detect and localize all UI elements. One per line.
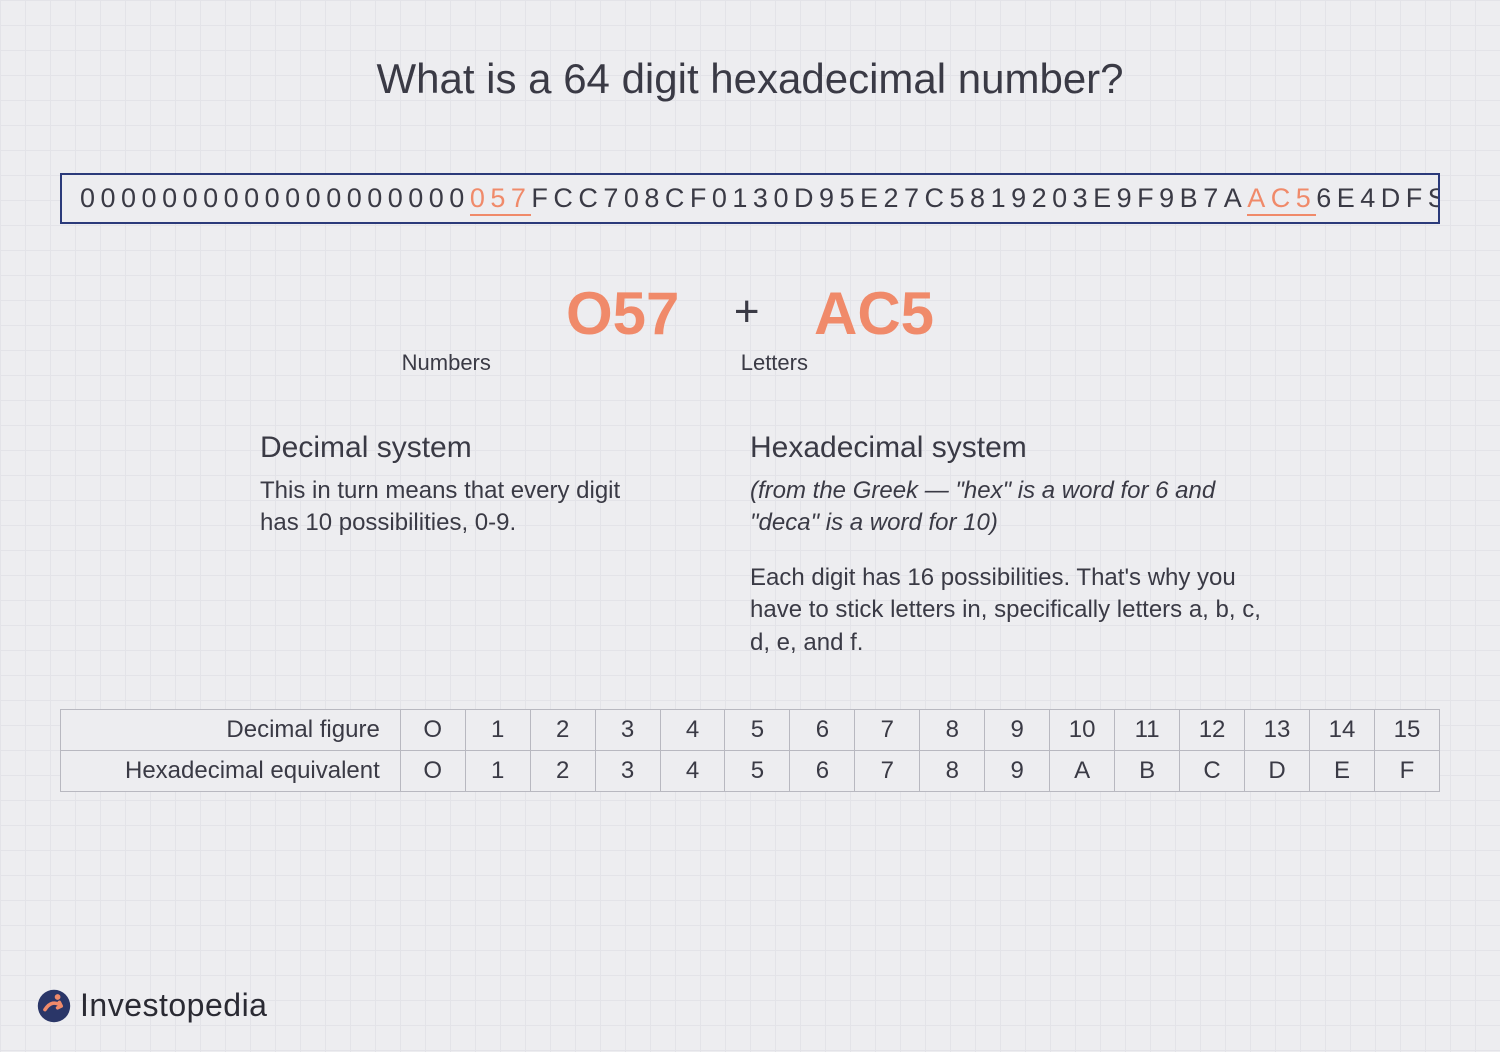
dec-cell: 6 [790,709,855,750]
dec-cell: 12 [1180,709,1245,750]
hex-cell: 9 [985,750,1050,791]
hex-cell: O [400,750,465,791]
decimal-system-block: Decimal system This in turn means that e… [260,431,660,659]
dec-cell: 13 [1245,709,1310,750]
hex-cell: A [1050,750,1115,791]
hex-cell: 7 [855,750,920,791]
brand-logo: Investopedia [36,987,267,1024]
decimal-heading: Decimal system [260,431,660,465]
hex-cell: F [1374,750,1439,791]
hexadecimal-system-block: Hexadecimal system (from the Greek — "he… [750,431,1270,659]
hex-cell: E [1309,750,1374,791]
table-row-decimal: Decimal figure O 1 2 3 4 5 6 7 8 9 10 11… [61,709,1440,750]
dec-cell: 1 [465,709,530,750]
dec-cell: 8 [920,709,985,750]
callout-plus: + [684,287,810,337]
hex-cell: C [1180,750,1245,791]
callout-letters-value: AC5 [814,279,934,348]
hexadecimal-text: Each digit has 16 possibilities. That's … [750,562,1270,659]
hex-highlight-letters: AC5 [1247,183,1316,216]
hex-segment-1: 0000000000000000000 [80,183,470,213]
hex-cell: B [1115,750,1180,791]
decimal-row-label: Decimal figure [61,709,401,750]
hex-string-box: 0000000000000000000057FCC708CF0130D95E27… [60,173,1440,224]
dec-cell: 7 [855,709,920,750]
hex-cell: 2 [530,750,595,791]
hexadecimal-heading: Hexadecimal system [750,431,1270,465]
callout-letters-label: Letters [741,350,891,376]
hexadecimal-etymology: (from the Greek — "hex" is a word for 6 … [750,475,1270,540]
callout-numbers-value: O57 [566,279,679,348]
callout-numbers-label: Numbers [371,350,521,376]
investopedia-icon [36,988,72,1024]
table-row-hex: Hexadecimal equivalent O 1 2 3 4 5 6 7 8… [61,750,1440,791]
hex-cell: 8 [920,750,985,791]
dec-cell: 15 [1374,709,1439,750]
dec-cell: 2 [530,709,595,750]
dec-cell: 11 [1115,709,1180,750]
page-title: What is a 64 digit hexadecimal number? [0,0,1500,103]
hex-cell: 1 [465,750,530,791]
hex-segment-3: 6E4DFS98EE [1316,183,1440,213]
hex-highlight-numbers: 057 [470,183,532,216]
callout-labels: Numbers Letters [0,350,1500,376]
systems-row: Decimal system This in turn means that e… [0,431,1500,659]
dec-cell: 14 [1309,709,1374,750]
hex-row-label: Hexadecimal equivalent [61,750,401,791]
dec-cell: 10 [1050,709,1115,750]
dec-cell: 9 [985,709,1050,750]
conversion-table: Decimal figure O 1 2 3 4 5 6 7 8 9 10 11… [60,709,1440,792]
dec-cell: 4 [660,709,725,750]
brand-name: Investopedia [80,987,267,1024]
dec-cell: 3 [595,709,660,750]
dec-cell: 5 [725,709,790,750]
dec-cell: O [400,709,465,750]
hex-segment-2: FCC708CF0130D95E27C5819203E9F9B7A [531,183,1247,213]
callout-row: O57 + AC5 [0,279,1500,348]
decimal-text: This in turn means that every digit has … [260,475,660,540]
hex-cell: 6 [790,750,855,791]
hex-cell: 3 [595,750,660,791]
hex-cell: 4 [660,750,725,791]
hex-cell: D [1245,750,1310,791]
hex-cell: 5 [725,750,790,791]
